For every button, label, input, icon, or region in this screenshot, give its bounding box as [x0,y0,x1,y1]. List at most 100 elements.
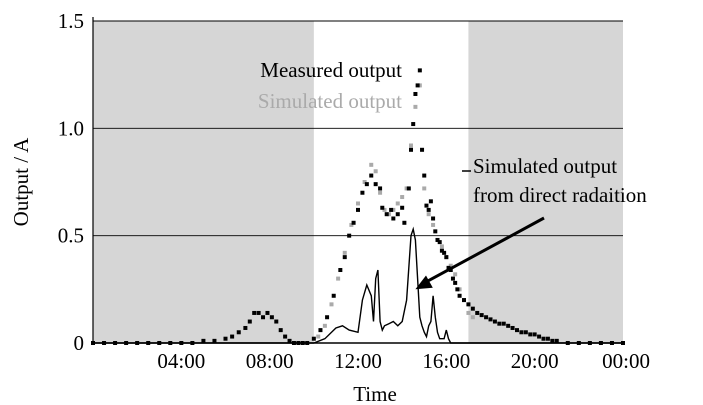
simulated-point [466,310,471,315]
measured-point [515,328,519,333]
measured-point [395,212,400,217]
measured-point [550,338,555,343]
tick-labels: 0 0.5 1.0 1.5 04:00 08:00 12:00 16:00 20:00 00:00 [58,9,650,373]
simulated-point [417,83,422,88]
measured-point [492,319,497,324]
measured-point [287,338,292,343]
x-tick-label-5: 00:00 [602,349,650,373]
measured-point [587,341,592,345]
simulated-point [422,186,427,191]
measured-point [532,332,537,337]
measured-point [318,328,323,333]
measured-point [252,310,257,315]
measured-point [411,122,416,127]
y-axis-label: Output / A [9,137,33,227]
measured-point [462,298,466,303]
measured-point [409,147,413,152]
measured-point [102,341,107,345]
legend-label-0: Measured output [260,58,402,82]
simulated-point [470,315,475,320]
measured-point [124,341,129,345]
measured-point [576,341,581,345]
measured-point [325,315,330,320]
measured-point [565,341,570,345]
measured-point [406,186,411,191]
measured-point [431,216,436,221]
y-tick-label-1: 0.5 [58,224,84,248]
measured-point [243,325,248,330]
legend: Measured output Simulated output [258,58,402,113]
measured-point [453,280,458,285]
simulated-point [453,272,458,277]
simulated-point [316,334,321,339]
measured-point [168,341,173,345]
shaded-region-0 [93,21,314,343]
measured-point [437,240,442,245]
simulated-point [329,302,334,307]
simulated-point [413,104,418,109]
measured-point [256,310,261,315]
measured-point [384,212,389,217]
measured-point [157,341,162,345]
measured-point [135,341,140,345]
measured-point [201,338,206,343]
measured-point [179,341,184,345]
measured-point [274,319,279,324]
simulated-point [322,323,327,328]
annotation-text-1: from direct radaition [473,183,647,207]
measured-point [420,147,425,152]
measured-point [305,341,310,345]
measured-point [331,293,336,298]
simulated-point [373,169,378,174]
measured-point [598,341,603,345]
measured-point [190,341,195,345]
measured-point [484,315,489,320]
measured-output-series [91,68,625,345]
simulated-point [431,222,436,227]
measured-point [283,334,288,339]
simulated-point [426,212,431,217]
measured-point [510,325,515,330]
shaded-region-1 [468,21,623,343]
measured-point [373,182,378,187]
measured-point [446,265,451,270]
measured-point [269,315,274,320]
measured-point [621,341,625,345]
measured-point [417,68,422,73]
annotation-arrow-shaft [424,216,545,284]
measured-point [413,91,418,96]
measured-point [466,302,471,307]
measured-point [278,328,283,333]
simulated-point [439,244,444,249]
measured-point [300,341,305,345]
measured-point [91,341,95,345]
measured-point [212,338,217,343]
simulated-point [400,195,405,200]
y-tick-label-2: 1.0 [58,116,84,140]
direct-radiation-line [93,226,623,344]
measured-point [506,323,511,328]
measured-point [364,182,369,187]
measured-point [391,216,396,221]
measured-point [475,310,480,315]
measured-point [291,341,296,345]
measured-point [389,207,394,212]
measured-point [426,207,431,212]
measured-point [223,336,228,341]
measured-point [501,321,506,326]
legend-label-1: Simulated output [258,89,402,113]
measured-point [356,207,360,212]
simulated-point [342,250,347,255]
x-axis-label: Time [353,382,397,405]
measured-point [457,293,462,298]
measured-point [528,332,533,337]
measured-point [146,341,151,345]
x-tick-label-1: 08:00 [246,349,294,373]
measured-point [360,190,365,195]
measured-point [296,341,301,345]
measured-point [450,276,455,281]
measured-point [519,330,524,335]
measured-point [347,233,352,238]
